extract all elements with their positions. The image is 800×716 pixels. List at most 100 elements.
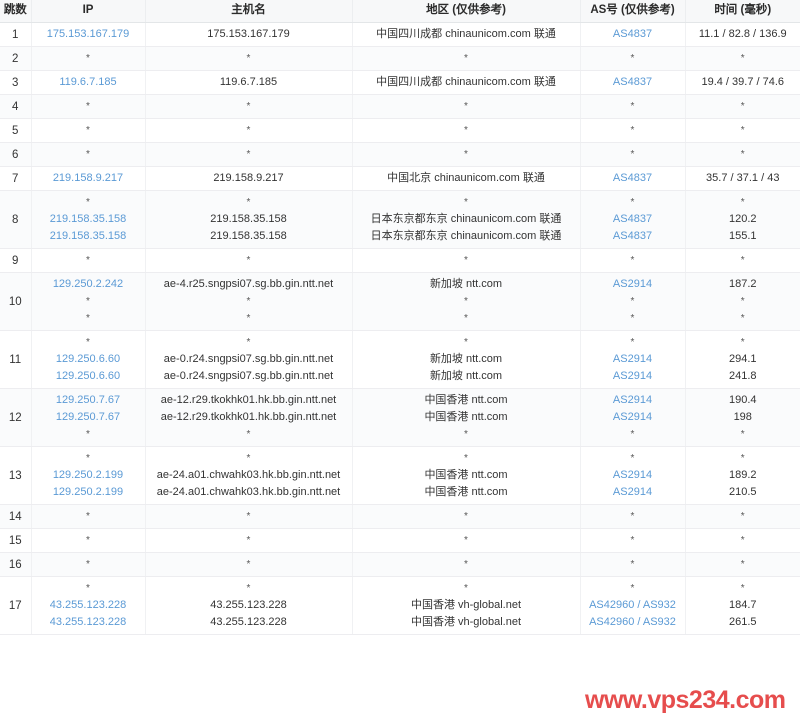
- value-missing: *: [86, 453, 90, 464]
- cell-ip-value[interactable]: 219.158.35.158: [49, 213, 127, 225]
- column-header-asn[interactable]: AS号 (仅供参考): [580, 0, 686, 23]
- cell-asn-value[interactable]: AS4837: [612, 213, 653, 225]
- cell-asn-value[interactable]: AS2914: [612, 469, 653, 481]
- column-header-hop[interactable]: 跳数: [0, 0, 32, 23]
- cell-geo-lines: * 日本东京都东京 chinaunicom.com 联通 日本东京都东京 china…: [355, 194, 578, 245]
- cell-host-value: 43.255.123.228: [210, 616, 287, 628]
- cell-asn-value[interactable]: AS2914: [612, 278, 653, 290]
- cell-ip-lines: *: [34, 508, 143, 525]
- value-missing: *: [86, 149, 90, 160]
- value-missing: *: [740, 429, 745, 440]
- value-missing: *: [464, 296, 468, 307]
- cell-time-lines: 19.4 / 39.7 / 74.6: [688, 74, 799, 91]
- cell-geo-value: 中国香港 ntt.com: [424, 411, 508, 423]
- value-missing: *: [246, 511, 251, 522]
- cell-asn-value[interactable]: AS4837: [612, 230, 653, 242]
- cell-geo-lines: *: [355, 146, 578, 163]
- table-row: 8 * 219.158.35.158 219.158.35.158 * 219.158.3…: [0, 190, 800, 249]
- cell-geo: 中国四川成都 chinaunicom.com 联通: [352, 70, 581, 95]
- cell-time: 187.2 * *: [685, 272, 800, 331]
- cell-ip-value[interactable]: 129.250.2.199: [52, 486, 124, 498]
- value-missing: *: [246, 337, 251, 348]
- cell-host-lines: 219.158.9.217: [148, 170, 350, 187]
- cell-geo-lines: *: [355, 122, 578, 139]
- cell-asn-value[interactable]: AS4837: [612, 76, 653, 88]
- cell-host: *: [145, 94, 353, 119]
- cell-ip: *: [31, 94, 146, 119]
- cell-ip-value[interactable]: 43.255.123.228: [49, 616, 127, 628]
- cell-asn-value[interactable]: AS4837: [612, 28, 653, 40]
- cell-asn-lines: * AS4837 AS4837: [583, 194, 683, 245]
- cell-ip-value[interactable]: 219.158.9.217: [52, 172, 124, 184]
- cell-asn-lines: AS4837: [583, 26, 683, 43]
- value-missing: *: [630, 53, 635, 64]
- cell-asn: AS4837: [580, 70, 686, 95]
- value-missing: *: [630, 559, 635, 570]
- cell-asn-value[interactable]: AS2914: [612, 370, 653, 382]
- table-row: 17 * 43.255.123.228 43.255.123.228 * 43.255.1…: [0, 576, 800, 635]
- cell-ip-value[interactable]: 119.6.7.185: [59, 76, 117, 88]
- value-missing: *: [246, 197, 251, 208]
- cell-asn-value[interactable]: AS42960 / AS932: [589, 616, 676, 628]
- value-missing: *: [740, 255, 745, 266]
- cell-hop: 1: [0, 22, 32, 47]
- cell-ip-value[interactable]: 129.250.6.60: [55, 353, 121, 365]
- cell-geo: *: [352, 46, 581, 71]
- value-missing: *: [630, 313, 635, 324]
- cell-ip-value[interactable]: 129.250.7.67: [55, 411, 121, 423]
- value-missing: *: [630, 197, 635, 208]
- cell-geo-value: 日本东京都东京 chinaunicom.com 联通: [370, 230, 562, 242]
- cell-time-lines: 11.1 / 82.8 / 136.9: [688, 26, 799, 43]
- table-row: 16 * * * * *: [0, 552, 800, 577]
- value-missing: *: [630, 583, 635, 594]
- cell-asn-value[interactable]: AS2914: [612, 411, 653, 423]
- cell-asn-value[interactable]: AS2914: [612, 394, 653, 406]
- cell-hop: 13: [0, 446, 32, 505]
- cell-ip-lines: 175.153.167.179: [34, 26, 143, 43]
- cell-hop: 7: [0, 166, 32, 191]
- cell-hop: 15: [0, 528, 32, 553]
- cell-asn-value[interactable]: AS2914: [612, 486, 653, 498]
- value-missing: *: [630, 296, 635, 307]
- cell-geo: 新加坡 ntt.com * *: [352, 272, 581, 331]
- cell-asn-lines: * AS42960 / AS932 AS42960 / AS932: [583, 580, 683, 631]
- value-missing: *: [86, 583, 90, 594]
- cell-ip-lines: *: [34, 532, 143, 549]
- cell-host: *: [145, 528, 353, 553]
- cell-asn-value[interactable]: AS2914: [612, 353, 653, 365]
- cell-host-value: ae-0.r24.sngpsi07.sg.bb.gin.ntt.net: [163, 370, 334, 382]
- value-missing: *: [86, 313, 90, 324]
- column-header-host[interactable]: 主机名: [145, 0, 353, 23]
- cell-asn-lines: *: [583, 98, 683, 115]
- cell-ip-value[interactable]: 129.250.6.60: [55, 370, 121, 382]
- cell-ip-value[interactable]: 129.250.2.242: [52, 278, 124, 290]
- column-header-time[interactable]: 时间 (毫秒): [685, 0, 800, 23]
- cell-asn-lines: *: [583, 252, 683, 269]
- cell-time-lines: *: [688, 532, 799, 549]
- cell-asn-value[interactable]: AS42960 / AS932: [589, 599, 676, 611]
- cell-ip-value[interactable]: 175.153.167.179: [46, 28, 130, 40]
- value-missing: *: [246, 559, 251, 570]
- cell-ip-value[interactable]: 129.250.7.67: [55, 394, 121, 406]
- value-missing: *: [246, 149, 251, 160]
- cell-time: * 120.2 155.1: [685, 190, 800, 249]
- cell-asn-value[interactable]: AS4837: [612, 172, 653, 184]
- cell-ip-lines: *: [34, 556, 143, 573]
- column-header-geo[interactable]: 地区 (仅供参考): [352, 0, 581, 23]
- cell-time: * 184.7 261.5: [685, 576, 800, 635]
- table-row: 2 * * * * *: [0, 46, 800, 71]
- cell-geo-lines: *: [355, 508, 578, 525]
- cell-geo-value: 中国香港 ntt.com: [424, 394, 508, 406]
- cell-time-value: 210.5: [728, 486, 757, 498]
- cell-host-lines: *: [148, 50, 350, 67]
- cell-host-value: ae-24.a01.chwahk03.hk.bb.gin.ntt.net: [156, 469, 341, 481]
- cell-host: 175.153.167.179: [145, 22, 353, 47]
- cell-host-value: 219.158.35.158: [210, 230, 287, 242]
- cell-ip-value[interactable]: 129.250.2.199: [52, 469, 124, 481]
- column-header-ip[interactable]: IP: [31, 0, 146, 23]
- cell-host: 219.158.9.217: [145, 166, 353, 191]
- cell-ip-value[interactable]: 219.158.35.158: [49, 230, 127, 242]
- cell-host: *: [145, 118, 353, 143]
- cell-ip-value[interactable]: 43.255.123.228: [49, 599, 127, 611]
- cell-geo-lines: 新加坡 ntt.com * *: [355, 276, 578, 327]
